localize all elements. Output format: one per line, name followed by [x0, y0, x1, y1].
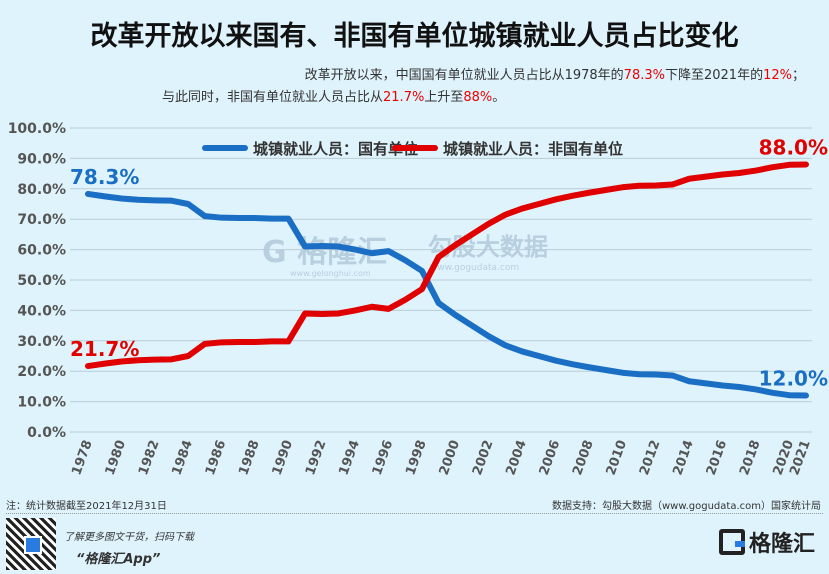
watermark-url-2: www.gogudata.com [430, 263, 519, 273]
brand-logo: 格隆汇 [718, 526, 815, 558]
data-label-last: 88.0% [759, 135, 828, 159]
logo-icon [718, 529, 745, 555]
data-label-first: 78.3% [70, 165, 139, 189]
subtitle-line-2: 与此同时，非国有单位就业人员占比从21.7%上升至88%。 [162, 86, 505, 105]
app-icon [24, 536, 42, 554]
subtitle-highlight: 12% [763, 68, 792, 83]
x-tick-label: 1980 [103, 438, 129, 477]
logo-text: 格隆汇 [748, 532, 815, 557]
watermark-logo-2: 勾股大数据 [428, 233, 548, 261]
subtitle-text: 改革开放以来，中国国有单位就业人员占比从1978年的 [304, 68, 624, 83]
y-tick-label: 50.0% [17, 273, 66, 289]
x-tick-label: 1988 [236, 438, 262, 477]
x-tick-label: 1990 [270, 438, 296, 477]
divider [6, 513, 823, 514]
x-tick-label: 1994 [336, 438, 362, 477]
x-tick-label: 2018 [737, 438, 763, 477]
x-tick-label: 1998 [403, 438, 429, 477]
x-tick-label: 1978 [69, 438, 95, 477]
y-tick-label: 10.0% [17, 395, 66, 411]
page-title: 改革开放以来国有、非国有单位城镇就业人员占比变化 [90, 21, 739, 52]
data-label-last: 12.0% [759, 367, 828, 391]
promo-text: 了解更多图文干货，扫码下载 [64, 532, 194, 543]
y-tick-label: 90.0% [17, 151, 66, 167]
y-tick-label: 60.0% [17, 243, 66, 259]
qr-code[interactable] [6, 518, 56, 570]
x-tick-label: 1986 [203, 438, 229, 477]
subtitle-text: 与此同时，非国有单位就业人员占比从 [162, 90, 384, 105]
subtitle-highlight: 88% [463, 90, 493, 105]
subtitle-text: 。 [492, 90, 506, 105]
y-tick-label: 20.0% [17, 364, 66, 380]
x-tick-label: 2014 [670, 438, 696, 477]
x-tick-label: 2008 [570, 438, 596, 477]
y-tick-label: 30.0% [17, 334, 66, 350]
legend-label: 城镇就业人员：非国有单位 [443, 140, 623, 158]
x-tick-label: 1992 [303, 438, 329, 477]
app-name: “格隆汇App” [76, 552, 161, 567]
x-tick-label: 2012 [637, 438, 663, 477]
line-chart: G 格隆汇www.gelonghui.com勾股大数据www.gogudata.… [8, 121, 828, 477]
data-label-first: 21.7% [70, 337, 139, 361]
x-tick-label: 2002 [470, 438, 496, 477]
subtitle-highlight: 78.3% [623, 68, 665, 83]
data-source: 数据支持：勾股大数据（www.gogudata.com）国家统计局 [551, 501, 821, 512]
y-tick-label: 40.0% [17, 303, 66, 319]
subtitle-text: ； [791, 68, 805, 83]
x-tick-label: 2010 [604, 438, 630, 477]
x-tick-label: 1996 [370, 438, 396, 477]
footnote: 注：统计数据截至2021年12月31日 [6, 501, 167, 512]
x-tick-label: 2016 [704, 438, 730, 477]
y-tick-label: 70.0% [17, 212, 66, 228]
y-tick-label: 100.0% [8, 121, 66, 137]
series-line-1 [85, 161, 809, 370]
subtitle-line-1: 改革开放以来，中国国有单位就业人员占比从1978年的78.3%下降至2021年的… [305, 64, 805, 83]
subtitle-text: 下降至2021年的 [664, 68, 764, 83]
x-tick-label: 1982 [136, 438, 162, 477]
x-tick-label: 2000 [437, 438, 463, 477]
x-tick-label: 1984 [169, 438, 195, 477]
watermark-url: www.gelonghui.com [290, 269, 371, 278]
x-tick-label: 2004 [503, 438, 529, 477]
legend-label: 城镇就业人员：国有单位 [253, 140, 418, 158]
series-line-0 [85, 190, 809, 399]
x-tick-label: 2006 [537, 438, 563, 477]
y-tick-label: 0.0% [27, 425, 66, 441]
y-tick-label: 80.0% [17, 182, 66, 198]
subtitle-highlight: 21.7% [383, 90, 425, 105]
subtitle-text: 上升至 [424, 90, 464, 105]
